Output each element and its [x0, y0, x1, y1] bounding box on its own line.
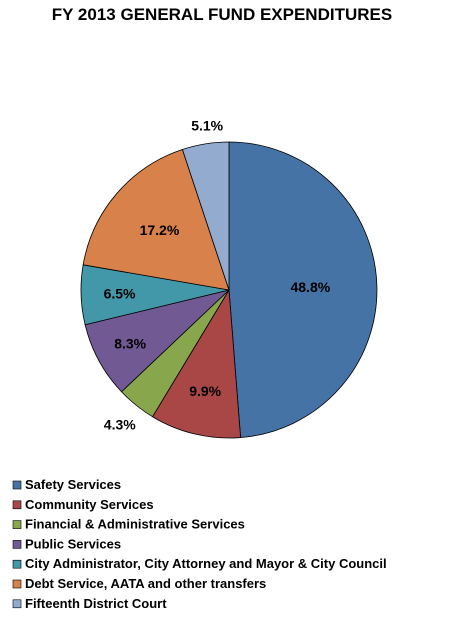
legend: Safety Services Community Services Financi… [12, 477, 387, 611]
pie-slice-2 [151, 288, 242, 439]
chart-title: FY 2013 GENERAL FUND EXPENDITURES [52, 5, 392, 24]
pie-slice-7 [181, 141, 230, 291]
slice-value-label-1: 48.8% [290, 279, 330, 295]
slice-value-label-7: 5.1% [191, 118, 223, 134]
slice-value-label-2: 9.9% [189, 383, 221, 399]
legend-label-2: Community Services [25, 497, 154, 512]
legend-swatch-6 [12, 579, 22, 589]
slice-value-label-5: 6.5% [104, 286, 136, 302]
legend-swatch-4 [12, 540, 22, 549]
legend-label-6: Debt Service, AATA and other transfers [25, 576, 266, 591]
slice-value-label-3: 4.3% [104, 417, 136, 433]
legend-label-7: Fifteenth District Court [25, 596, 167, 611]
pie-slices [80, 141, 378, 439]
pie-slice-labels: 48.8% 9.9% 4.3% 8.3% 6.5% 17.2% 5.1% [104, 118, 331, 433]
pie-slice-6 [82, 149, 230, 291]
pie-slice-1 [228, 141, 378, 438]
legend-label-1: Safety Services [25, 477, 121, 492]
legend-swatch-2 [12, 500, 22, 510]
legend-label-3: Financial & Administrative Services [25, 517, 245, 532]
legend-swatch-7 [12, 599, 22, 609]
slice-value-label-4: 8.3% [114, 336, 146, 352]
legend-label-4: Public Services [25, 536, 121, 551]
legend-swatch-1 [12, 480, 22, 490]
legend-label-5: City Administrator, City Attorney and Ma… [25, 556, 387, 571]
slice-value-label-6: 17.2% [140, 222, 180, 238]
legend-swatch-5 [12, 559, 22, 569]
legend-swatch-3 [12, 520, 22, 529]
